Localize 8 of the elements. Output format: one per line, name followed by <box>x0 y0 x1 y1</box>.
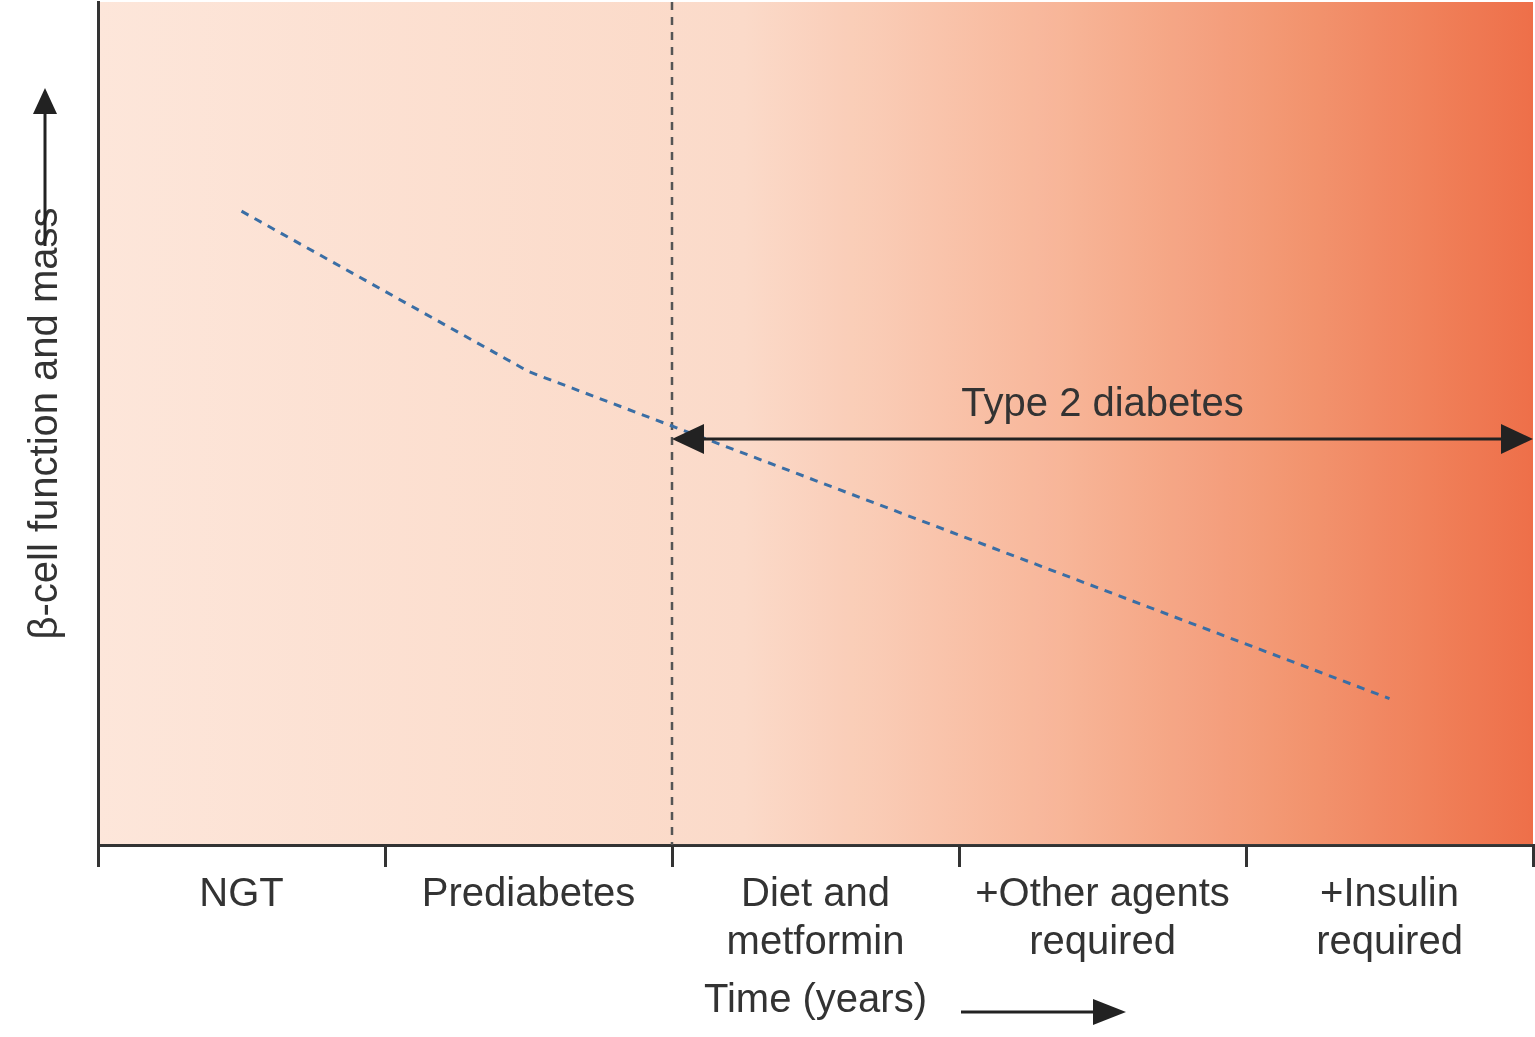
x-axis-title: Time (years) <box>704 976 927 1021</box>
y-axis-title: β-cell function and mass <box>21 207 66 640</box>
x-tick-label: Prediabetes <box>421 870 636 915</box>
band-label: Type 2 diabetes <box>961 379 1244 424</box>
x-tick-label: NGT <box>199 870 284 915</box>
x-tick-label: +Insulin required <box>1316 870 1463 963</box>
x-tick-label: +Other agents required <box>975 870 1230 963</box>
x-tick-label: Diet and metformin <box>726 870 905 963</box>
